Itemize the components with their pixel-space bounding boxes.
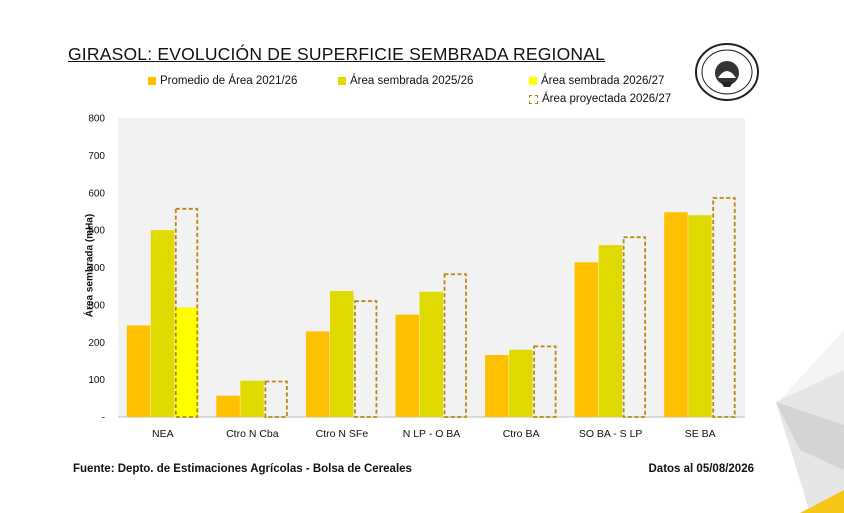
bar <box>126 325 151 417</box>
bar <box>150 230 175 417</box>
y-tick-label: 400 <box>88 263 105 274</box>
x-tick-label: Ctro BA <box>503 428 540 440</box>
y-tick-label: 100 <box>88 375 105 386</box>
x-tick-label: SE BA <box>685 428 716 440</box>
legend-label: Área proyectada 2026/27 <box>542 93 672 105</box>
bar <box>174 207 199 418</box>
bar <box>216 395 240 417</box>
legend-swatch <box>338 77 346 85</box>
chart-title: GIRASOL: EVOLUCIÓN DE SUPERFICIE SEMBRAD… <box>68 44 606 64</box>
bolsa-de-cereales-seal-icon <box>695 43 759 101</box>
y-tick-label: 300 <box>88 300 105 311</box>
legend-label: Promedio de Área 2021/26 <box>160 75 298 87</box>
legend-swatch <box>529 94 538 104</box>
data-date: Datos al 05/08/2026 <box>648 463 755 475</box>
y-tick-label: 500 <box>88 226 105 237</box>
bar <box>354 300 378 418</box>
bar <box>622 236 647 418</box>
bar <box>598 245 623 417</box>
y-tick-label: 800 <box>88 114 105 125</box>
source-note: Fuente: Depto. de Estimaciones Agrícolas… <box>73 463 412 475</box>
legend-item-promedio: Promedio de Área 2021/26 <box>148 75 297 87</box>
legend-label: Área sembrada 2025/26 <box>350 75 474 87</box>
y-tick-label: - <box>102 413 105 424</box>
bar <box>264 380 288 418</box>
legend-swatch <box>148 77 156 85</box>
y-tick-label: 700 <box>88 151 105 162</box>
bar <box>443 273 467 418</box>
bar <box>574 262 599 417</box>
bar <box>688 215 712 417</box>
bar <box>712 197 736 418</box>
bar <box>305 331 330 417</box>
y-tick-label: 200 <box>88 338 105 349</box>
legend-label: Área sembrada 2026/27 <box>541 75 665 87</box>
bar <box>664 212 688 417</box>
legend-item-2026: Área sembrada 2026/27 <box>529 75 664 87</box>
bar <box>485 354 509 417</box>
bar <box>329 291 354 417</box>
bar <box>174 307 199 417</box>
legend-item-proyectada: Área proyectada 2026/27 <box>529 93 671 105</box>
y-tick-label: 600 <box>88 188 105 199</box>
legend-swatch <box>529 77 537 85</box>
x-tick-label: Ctro N Cba <box>226 428 279 440</box>
x-tick-label: NEA <box>152 428 174 440</box>
bar <box>419 291 443 417</box>
legend-item-2025: Área sembrada 2025/26 <box>338 75 473 87</box>
x-tick-label: SO BA - S LP <box>579 428 643 440</box>
bar <box>509 349 533 417</box>
decorative-corner-shape <box>776 330 844 513</box>
x-tick-label: N LP - O BA <box>403 428 461 440</box>
bar <box>240 380 264 417</box>
bar <box>395 314 419 417</box>
x-tick-label: Ctro N SFe <box>316 428 369 440</box>
